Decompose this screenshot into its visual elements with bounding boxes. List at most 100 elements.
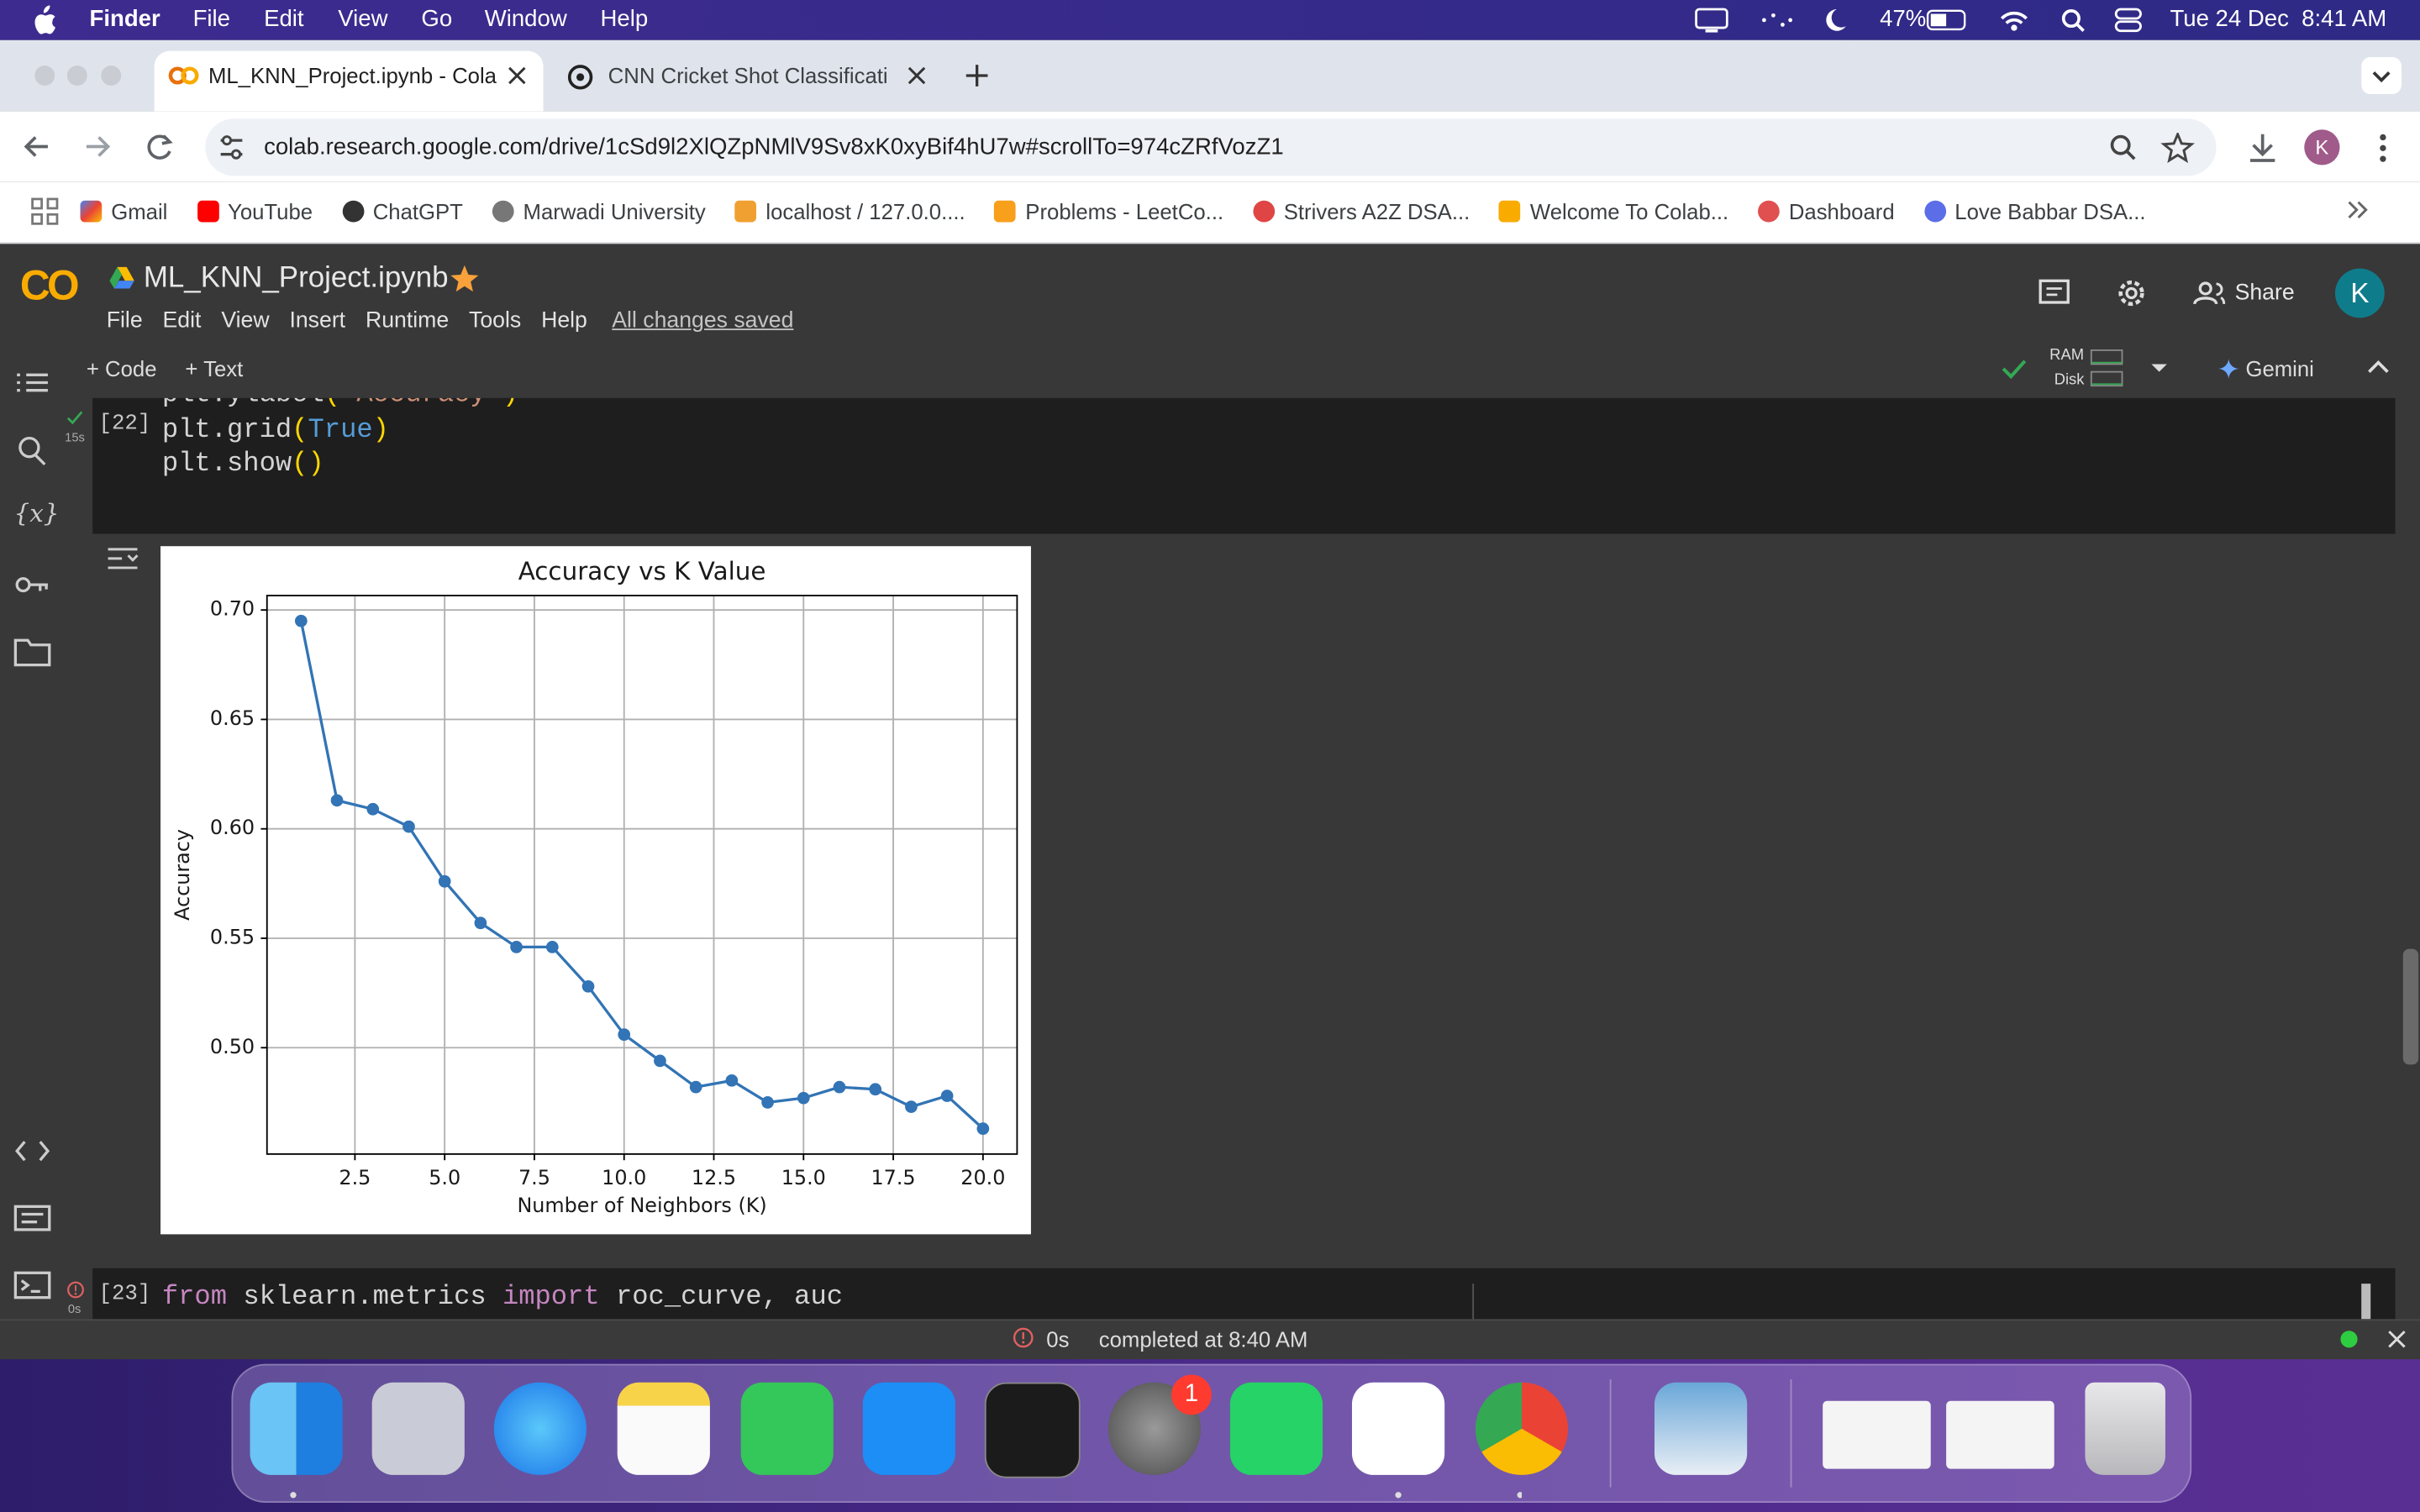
omnibox-actions[interactable] <box>2108 132 2201 164</box>
bookmark-label[interactable]: Marwadi University <box>523 198 706 224</box>
bookmark-label[interactable]: Strivers A2Z DSA... <box>1283 198 1470 224</box>
sidebar-icons[interactable] <box>13 367 53 1308</box>
menu-item[interactable]: View <box>221 308 270 333</box>
tab-search[interactable] <box>2361 56 2402 95</box>
app-name[interactable]: Finder <box>89 6 160 33</box>
tab-close[interactable] <box>508 66 526 85</box>
app-store[interactable] <box>862 1382 955 1475</box>
code-line[interactable]: plt.grid(True) <box>162 412 518 447</box>
code-line[interactable]: from sklearn.metrics import roc_curve, a… <box>162 1280 843 1315</box>
status-message[interactable]: completed at 8:40 AM <box>1098 1326 1308 1352</box>
url[interactable]: colab.research.google.com/drive/1cSd9l2X… <box>264 134 1284 161</box>
bookmark[interactable]: Marwadi University <box>492 197 706 225</box>
window-thumbnail[interactable] <box>1946 1400 2054 1469</box>
share-label[interactable]: Share <box>2234 281 2295 306</box>
bookmark[interactable]: Dashboard <box>1758 197 1895 225</box>
collapse[interactable] <box>2366 358 2391 376</box>
site-info[interactable] <box>216 133 247 164</box>
safari[interactable] <box>493 1382 587 1475</box>
variables-icon[interactable]: {x} <box>13 498 60 528</box>
tab-title[interactable]: CNN Cricket Shot Classificati <box>608 63 888 88</box>
add-text[interactable]: + Text <box>185 356 244 381</box>
gemini-button[interactable]: Gemini <box>2245 356 2314 381</box>
browser-menu[interactable] <box>2377 133 2390 164</box>
menu-item[interactable]: Window <box>484 6 567 33</box>
menu-item[interactable]: Help <box>541 308 587 333</box>
code[interactable]: plt.ylabel('Accuracy')plt.grid(True)plt.… <box>162 398 518 482</box>
trash[interactable] <box>2085 1382 2165 1475</box>
bookmark[interactable]: localhost / 127.0.0.... <box>734 197 965 225</box>
avatar[interactable]: K <box>2334 268 2385 318</box>
header-icons[interactable] <box>2037 278 2160 312</box>
ram-label[interactable]: RAM <box>2049 347 2085 365</box>
window-controls[interactable] <box>28 61 136 92</box>
apple-logo[interactable] <box>29 5 57 36</box>
vscode[interactable] <box>1351 1382 1445 1475</box>
clock[interactable]: Tue 24 Dec 8:41 AM <box>2170 6 2387 33</box>
downloads[interactable] <box>2245 131 2279 165</box>
menu-item[interactable]: File <box>106 308 143 333</box>
notebook-name[interactable]: ML_KNN_Project.ipynb <box>143 262 449 295</box>
code-cell[interactable]: plt.ylabel('Accuracy')plt.grid(True)plt.… <box>92 397 2396 534</box>
code-line[interactable]: plt.show() <box>162 448 518 482</box>
bookmark-label[interactable]: Love Babbar DSA... <box>1954 198 2146 224</box>
tab-title[interactable]: ML_KNN_Project.ipynb - Cola <box>208 63 497 88</box>
disk-label[interactable]: Disk <box>2054 371 2085 389</box>
bookmark[interactable]: YouTube <box>197 197 313 225</box>
page-scrollbar[interactable] <box>2402 948 2419 1065</box>
terminal[interactable] <box>984 1382 1081 1478</box>
y-tick-label: 0.70 <box>210 597 255 621</box>
bookmark[interactable]: Problems - LeetCo... <box>994 197 1224 225</box>
menu-item[interactable]: Runtime <box>365 308 450 333</box>
bookmark-label[interactable]: Dashboard <box>1788 198 1895 224</box>
star[interactable] <box>449 264 480 293</box>
menu-item[interactable]: Go <box>421 6 453 33</box>
profile[interactable]: K <box>2304 129 2340 165</box>
colab-logo[interactable]: CO <box>19 262 80 309</box>
menu-item[interactable]: Help <box>600 6 649 33</box>
exec-count[interactable]: [22] <box>98 412 151 437</box>
menu-item[interactable]: Insert <box>289 308 346 333</box>
tab-close[interactable] <box>908 66 926 85</box>
bookmark-label[interactable]: Gmail <box>111 198 168 224</box>
active-tab[interactable] <box>154 50 544 112</box>
menu-item[interactable]: Edit <box>162 308 202 333</box>
nav-buttons[interactable] <box>22 133 176 164</box>
more-bookmarks[interactable] <box>2346 199 2370 221</box>
menu-item[interactable]: Tools <box>469 308 522 333</box>
status-controls[interactable] <box>2337 1327 2414 1352</box>
resource-meter[interactable] <box>2090 349 2176 389</box>
omnibox[interactable] <box>205 118 2217 176</box>
code[interactable]: from sklearn.metrics import roc_curve, a… <box>162 1280 843 1315</box>
save-status[interactable]: All changes saved <box>612 308 794 333</box>
status-icons[interactable] <box>1695 6 2143 34</box>
bookmark-label[interactable]: Problems - LeetCo... <box>1025 198 1224 224</box>
bookmark-label[interactable]: localhost / 127.0.0.... <box>765 198 965 224</box>
preview[interactable] <box>1654 1382 1748 1475</box>
menu-item[interactable]: File <box>192 6 230 33</box>
notes[interactable] <box>617 1382 710 1475</box>
finder[interactable] <box>250 1382 343 1475</box>
launchpad[interactable] <box>371 1382 465 1475</box>
apps-icon[interactable] <box>31 197 59 225</box>
code-cell[interactable]: from sklearn.metrics import roc_curve, a… <box>92 1268 2396 1320</box>
bookmark-label[interactable]: ChatGPT <box>372 198 463 224</box>
bookmark[interactable]: Strivers A2Z DSA... <box>1253 197 1470 225</box>
add-code[interactable]: + Code <box>86 356 157 381</box>
code-line[interactable]: plt.ylabel('Accuracy') <box>162 398 518 412</box>
menu-item[interactable]: View <box>338 6 388 33</box>
chrome[interactable] <box>1475 1382 1569 1475</box>
window-thumbnail[interactable] <box>1823 1400 1931 1469</box>
numbers[interactable] <box>740 1382 834 1475</box>
exec-count[interactable]: [23] <box>98 1282 151 1307</box>
bookmark[interactable]: Welcome To Colab... <box>1499 197 1728 225</box>
bookmark[interactable]: Gmail <box>80 197 168 225</box>
bookmark-label[interactable]: YouTube <box>228 198 313 224</box>
bookmark-label[interactable]: Welcome To Colab... <box>1529 198 1729 224</box>
output-actions[interactable] <box>107 546 140 574</box>
menu-item[interactable]: Edit <box>264 6 304 33</box>
bookmark[interactable]: ChatGPT <box>341 197 463 225</box>
whatsapp[interactable] <box>1229 1382 1323 1475</box>
bookmark[interactable]: Love Babbar DSA... <box>1923 197 2146 225</box>
new-tab[interactable] <box>965 63 989 87</box>
